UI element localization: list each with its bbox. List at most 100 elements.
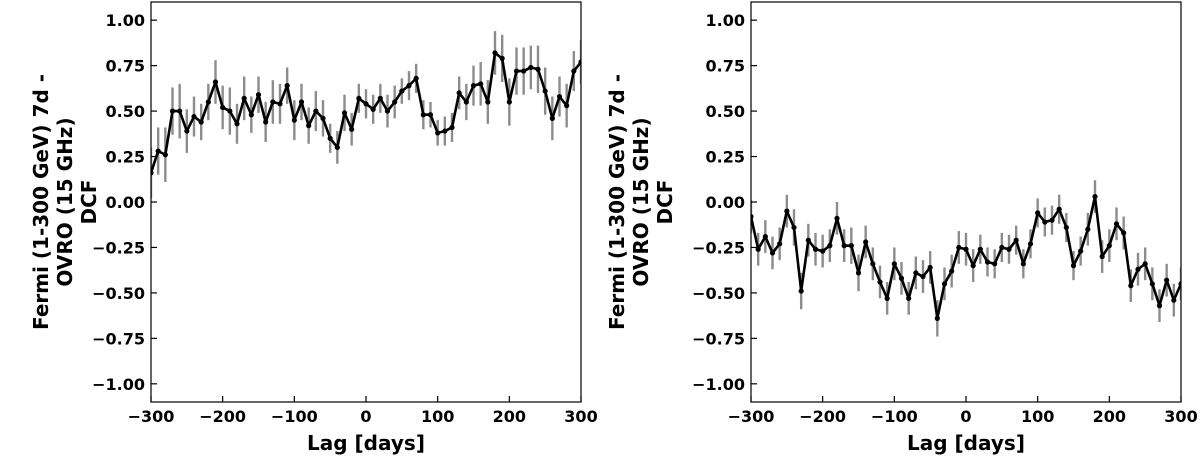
data-point: [549, 115, 555, 121]
data-point: [384, 108, 391, 114]
errorbars: [751, 180, 1181, 337]
data-point: [198, 119, 204, 125]
data-point: [284, 83, 290, 89]
data-point: [1049, 217, 1055, 223]
data-point: [1035, 210, 1041, 216]
data-point: [1135, 266, 1141, 272]
data-point: [542, 88, 548, 94]
data-point: [906, 295, 912, 301]
data-point: [320, 115, 326, 121]
data-point: [877, 279, 883, 285]
y-tick-label: 1.00: [106, 11, 145, 30]
data-point: [184, 128, 190, 134]
data-point: [820, 248, 826, 254]
data-point: [1164, 277, 1170, 283]
x-tick-label: 200: [1093, 407, 1126, 426]
data-point: [1056, 206, 1062, 212]
data-point: [1027, 241, 1034, 247]
data-point: [841, 243, 847, 249]
dcf-chart-right: −300 −200 −100 0 100 200 300 1.00 0.75 0.50 0.25 0.…: [605, 1, 1198, 455]
data-point: [891, 261, 897, 267]
data-point: [1171, 297, 1177, 303]
y-axis-title-line: OVRO (15 GHz): [53, 117, 77, 286]
x-axis-title: Lag [days]: [907, 431, 1025, 455]
markers: [151, 50, 581, 176]
data-point: [420, 112, 426, 118]
y-tick-label: −0.25: [92, 238, 145, 257]
y-tick-label: 0.75: [706, 57, 745, 76]
x-tick-label: 100: [421, 407, 454, 426]
data-point: [751, 213, 754, 220]
data-point: [949, 268, 955, 274]
data-point: [241, 95, 247, 101]
x-tick-label: −200: [799, 407, 846, 426]
data-point: [255, 92, 262, 98]
y-tick-label: 0.00: [106, 193, 145, 212]
y-tick-label: −0.75: [692, 329, 745, 348]
data-point: [306, 123, 312, 129]
data-point: [956, 244, 962, 251]
data-point: [349, 126, 355, 132]
plot-area: [151, 31, 581, 199]
data-point: [791, 224, 797, 231]
data-point: [855, 270, 862, 276]
data-point: [313, 108, 319, 114]
data-point: [212, 79, 219, 85]
data-point: [1121, 230, 1127, 236]
data-point: [827, 243, 833, 249]
data-point: [1149, 281, 1155, 287]
data-point: [506, 99, 512, 105]
data-point: [934, 315, 940, 321]
data-point: [234, 121, 240, 127]
data-point: [227, 108, 233, 114]
data-point: [1042, 219, 1048, 225]
data-point: [263, 119, 269, 125]
x-tick-label: −100: [271, 407, 318, 426]
data-point: [1070, 263, 1077, 269]
data-point: [1099, 253, 1105, 260]
data-point: [913, 270, 919, 276]
data-point: [1020, 261, 1026, 267]
data-point: [1013, 237, 1019, 243]
y-tick-label: −0.75: [92, 329, 145, 348]
x-tick-label: −300: [128, 407, 175, 426]
plot-area: [751, 180, 1181, 337]
data-point: [399, 88, 405, 94]
y-axis-title-line: DCF: [653, 180, 677, 225]
data-point: [984, 259, 991, 265]
data-point: [992, 261, 998, 267]
data-point: [449, 124, 455, 131]
data-point: [392, 99, 398, 105]
y-tick-label: 0.50: [706, 102, 745, 121]
y-tick-label: −0.50: [92, 284, 145, 303]
x-tick-label: 0: [960, 407, 971, 426]
y-axis-title-line: Fermi (1-300 GeV) 7d -: [605, 74, 629, 330]
data-point: [777, 241, 783, 247]
data-point: [798, 288, 804, 294]
data-point: [848, 243, 854, 249]
data-point: [1142, 261, 1148, 267]
data-point: [870, 261, 876, 267]
data-point: [769, 250, 776, 256]
data-point: [578, 59, 581, 65]
y-tick-label: 0.00: [706, 193, 745, 212]
x-tick-label: 300: [1164, 407, 1197, 426]
data-point: [784, 208, 790, 214]
plot-frame: [750, 1, 1182, 403]
data-point: [977, 246, 983, 252]
errorbars: [151, 31, 581, 199]
data-point: [248, 112, 254, 118]
data-point: [370, 106, 376, 112]
data-point: [1156, 303, 1163, 309]
data-point: [1063, 224, 1069, 231]
data-point: [834, 215, 840, 221]
data-point: [270, 99, 276, 105]
data-point: [528, 64, 534, 71]
data-point: [334, 144, 340, 151]
data-point: [492, 50, 498, 56]
data-point: [571, 68, 577, 74]
x-tick-label: 100: [1021, 407, 1054, 426]
x-tick-label: 300: [564, 407, 597, 426]
data-point: [463, 99, 469, 105]
data-point: [277, 101, 283, 107]
